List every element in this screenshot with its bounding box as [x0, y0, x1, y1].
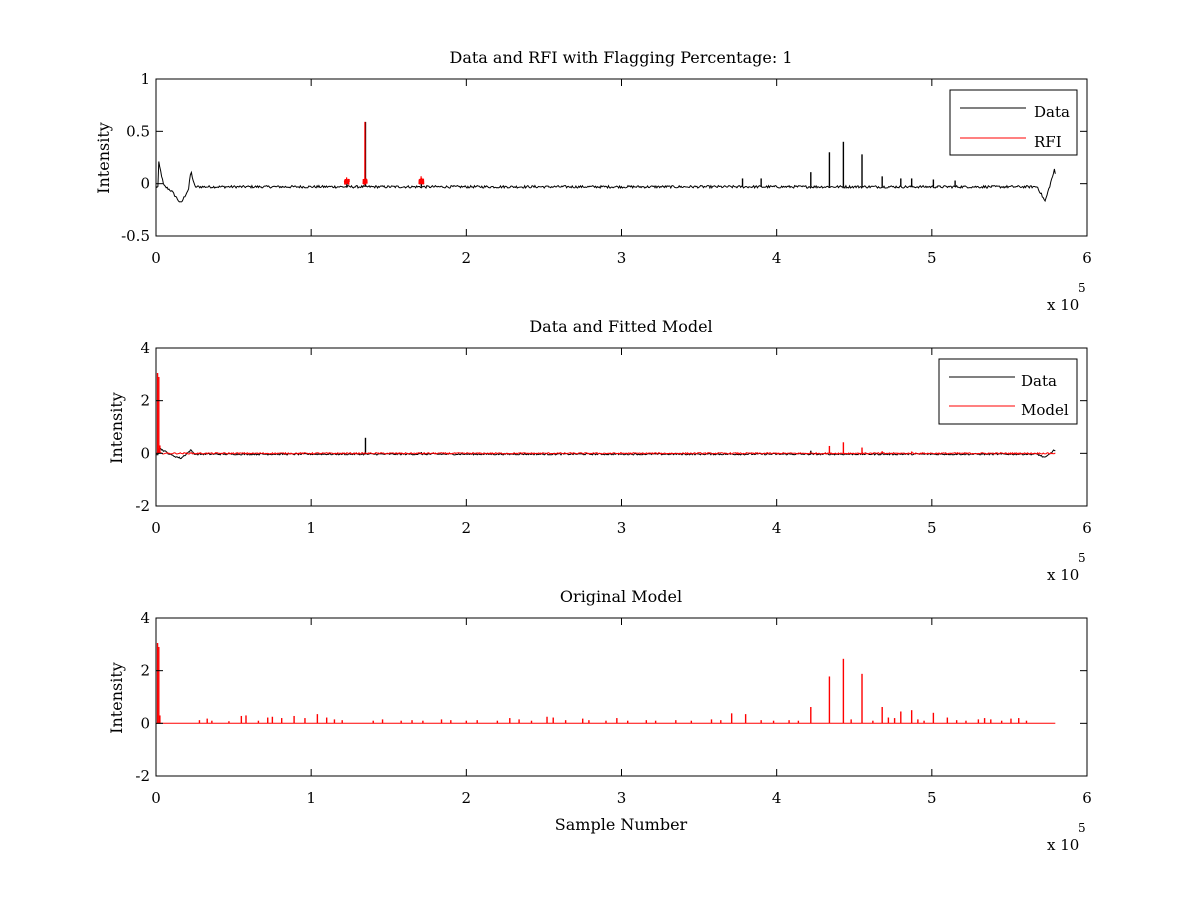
panel-3-ytick-label-1: 0: [140, 714, 150, 732]
panel-1-ytick-label-2: 0.5: [126, 122, 150, 140]
panel-3-xtick-label-1: 1: [306, 789, 316, 807]
panel-2-xtick-label-1: 1: [306, 519, 316, 537]
panel-2-xtick-label-2: 2: [462, 519, 472, 537]
panel-2-ytick-label-0: -2: [135, 497, 150, 515]
panel-3-xlabel: Sample Number: [555, 815, 688, 834]
panel-2-ytick-label-1: 0: [140, 444, 150, 462]
panel-2-series-model-line: [155, 451, 1056, 455]
panel-2-legend-data-label: Data: [1021, 372, 1057, 390]
panel-2-legend-model-label: Model: [1021, 401, 1069, 419]
panel-2-xtick-label-0: 0: [151, 519, 161, 537]
panel-1-xtick-label-4: 4: [772, 249, 782, 267]
panel-2-ytick-label-3: 4: [140, 339, 150, 357]
panel-3-title: Original Model: [560, 587, 682, 606]
panel-1-legend: Data RFI: [949, 89, 1078, 156]
panel-3-xtick-label-0: 0: [151, 789, 161, 807]
panel-1-xtick-label-2: 2: [462, 249, 472, 267]
panel-1-xtick-label-0: 0: [151, 249, 161, 267]
panel-1-legend-data-label: Data: [1034, 103, 1070, 121]
panel-2-legend-box: [938, 358, 1078, 425]
panel-1-xtick-label-1: 1: [306, 249, 316, 267]
panel-1-title: Data and RFI with Flagging Percentage: 1: [449, 48, 792, 67]
panel-3-ytick-label-3: 4: [140, 609, 150, 627]
panel-1-xtick-label-5: 5: [927, 249, 937, 267]
panel-1-series-rfi-line-segment-1: [362, 121, 368, 186]
panel-2-traces: [155, 373, 1056, 460]
panel-3-ytick-label-2: 2: [140, 662, 150, 680]
panel-1-series-rfi-line-segment-0: [343, 177, 350, 185]
panel-1-ylabel: Intensity: [94, 122, 113, 194]
panel-2-xtick-label-4: 4: [772, 519, 782, 537]
panel-1-ytick-label-0: -0.5: [121, 227, 150, 245]
panel-3-xtick-label-2: 2: [462, 789, 472, 807]
panel-3-ylabel: Intensity: [107, 662, 126, 734]
panel-1-legend-rfi-label: RFI: [1034, 133, 1062, 151]
panel-1-legend-box: [949, 89, 1078, 156]
panel-3-xtick-label-4: 4: [772, 789, 782, 807]
panel-3-x-multiplier-exponent: 5: [1078, 821, 1086, 835]
panel-1-traces: [155, 121, 1056, 203]
panel-1-ytick-label-3: 1: [140, 70, 150, 88]
panel-2-title: Data and Fitted Model: [529, 317, 712, 336]
panel-1-x-multiplier-exponent: 5: [1078, 281, 1086, 295]
panel-2-ylabel: Intensity: [107, 392, 126, 464]
panel-3-xtick-label-6: 6: [1082, 789, 1092, 807]
panel-2-ytick-label-2: 2: [140, 392, 150, 410]
panel-1: Data and RFI with Flagging Percentage: 1…: [94, 48, 1092, 314]
panel-1-xtick-label-6: 6: [1082, 249, 1092, 267]
panel-3-xtick-label-3: 3: [617, 789, 627, 807]
panel-1-x-multiplier: x 10: [1047, 296, 1079, 314]
panel-3-x-multiplier: x 10: [1047, 836, 1079, 854]
panel-1-xtick-label-3: 3: [617, 249, 627, 267]
panel-2-x-multiplier-exponent: 5: [1078, 551, 1086, 565]
panel-1-ytick-label-1: 0: [140, 175, 150, 193]
panel-2-xtick-label-3: 3: [617, 519, 627, 537]
panel-1-ticks: 0 1 2 3 4 5 6-0.500.51: [121, 70, 1092, 267]
panel-1-series-data-line: [155, 161, 1056, 203]
panel-2-x-multiplier: x 10: [1047, 566, 1079, 584]
panel-2-xtick-label-5: 5: [927, 519, 937, 537]
panel-3-traces: [156, 643, 1056, 724]
panel-2-legend: Data Model: [938, 358, 1078, 425]
panel-1-series-rfi-line-segment-2: [418, 176, 425, 185]
panel-2-xtick-label-6: 6: [1082, 519, 1092, 537]
panel-3-ytick-label-0: -2: [135, 767, 150, 785]
panel-3-xtick-label-5: 5: [927, 789, 937, 807]
